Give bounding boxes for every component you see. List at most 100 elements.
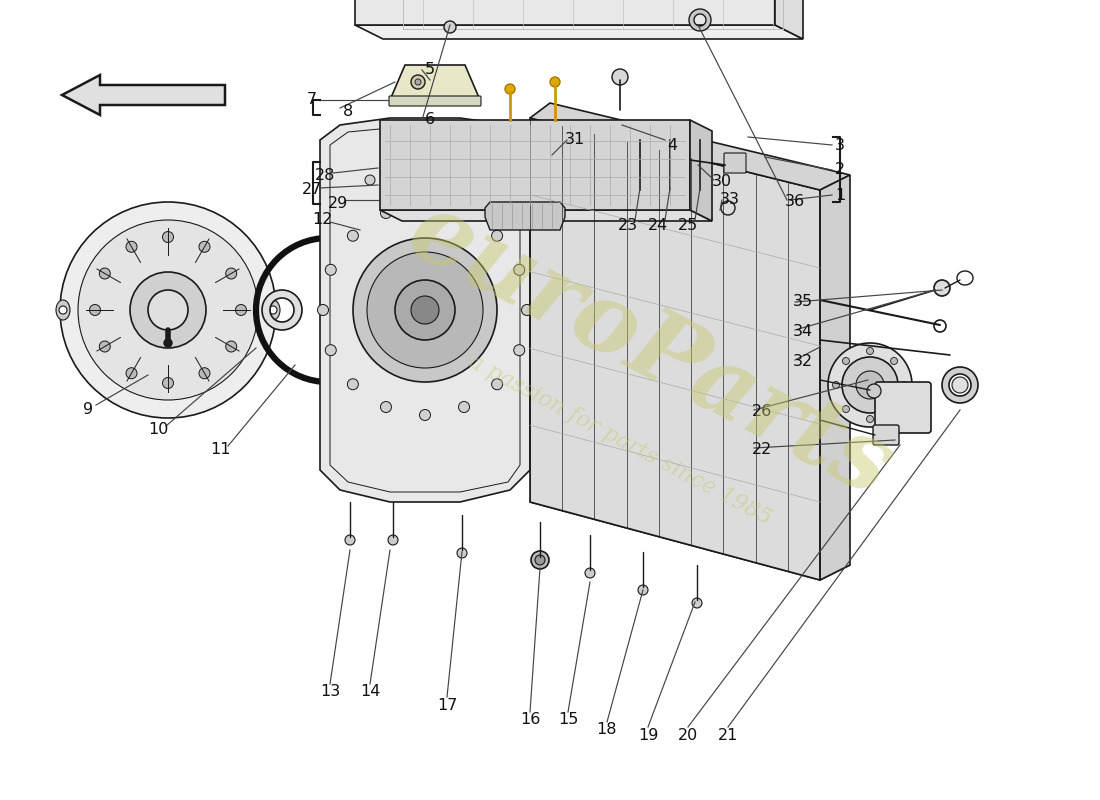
Circle shape xyxy=(388,535,398,545)
Circle shape xyxy=(126,242,138,252)
Circle shape xyxy=(867,347,873,354)
Text: 3: 3 xyxy=(835,138,845,153)
Circle shape xyxy=(459,207,470,218)
FancyBboxPatch shape xyxy=(389,96,481,106)
Circle shape xyxy=(828,343,912,427)
Text: 4: 4 xyxy=(667,138,678,153)
Circle shape xyxy=(638,585,648,595)
Circle shape xyxy=(535,555,544,565)
Polygon shape xyxy=(528,132,580,190)
Text: 32: 32 xyxy=(793,354,813,370)
Circle shape xyxy=(843,358,849,365)
Circle shape xyxy=(456,548,468,558)
Circle shape xyxy=(226,268,236,279)
Circle shape xyxy=(348,378,359,390)
Polygon shape xyxy=(379,120,690,210)
Circle shape xyxy=(419,410,430,421)
Polygon shape xyxy=(485,202,565,230)
Circle shape xyxy=(720,201,735,215)
Text: euroParts: euroParts xyxy=(393,183,908,517)
Text: 2: 2 xyxy=(835,162,845,178)
Circle shape xyxy=(419,199,430,210)
Text: 31: 31 xyxy=(565,133,585,147)
Text: 19: 19 xyxy=(638,727,658,742)
Circle shape xyxy=(78,220,258,400)
Circle shape xyxy=(367,252,483,368)
Text: 29: 29 xyxy=(328,195,348,210)
Circle shape xyxy=(514,264,525,275)
Circle shape xyxy=(381,402,392,413)
Polygon shape xyxy=(530,487,850,580)
Circle shape xyxy=(475,175,485,185)
Text: 24: 24 xyxy=(648,218,668,233)
Text: 7: 7 xyxy=(307,93,317,107)
Text: 21: 21 xyxy=(718,727,738,742)
Circle shape xyxy=(535,555,544,565)
Circle shape xyxy=(692,598,702,608)
Circle shape xyxy=(126,368,138,378)
Text: 11: 11 xyxy=(210,442,230,458)
Circle shape xyxy=(934,280,950,296)
Circle shape xyxy=(891,406,898,413)
Polygon shape xyxy=(390,65,480,100)
Circle shape xyxy=(130,272,206,348)
Ellipse shape xyxy=(56,300,70,320)
Text: 10: 10 xyxy=(147,422,168,438)
Circle shape xyxy=(163,378,174,389)
Text: 15: 15 xyxy=(558,713,579,727)
Polygon shape xyxy=(690,120,712,221)
Text: 13: 13 xyxy=(320,685,340,699)
FancyBboxPatch shape xyxy=(724,153,746,173)
Circle shape xyxy=(531,551,549,569)
Circle shape xyxy=(326,264,337,275)
Circle shape xyxy=(636,131,644,139)
Circle shape xyxy=(696,131,704,139)
Text: 16: 16 xyxy=(520,713,540,727)
Ellipse shape xyxy=(266,300,280,320)
Text: 1: 1 xyxy=(835,187,845,202)
Circle shape xyxy=(505,84,515,94)
Text: 9: 9 xyxy=(82,402,94,418)
Circle shape xyxy=(550,77,560,87)
Text: 18: 18 xyxy=(596,722,617,738)
Circle shape xyxy=(99,268,110,279)
Circle shape xyxy=(89,305,100,315)
Circle shape xyxy=(164,339,172,347)
Circle shape xyxy=(867,384,881,398)
Circle shape xyxy=(420,175,430,185)
Text: 26: 26 xyxy=(752,405,772,419)
Polygon shape xyxy=(355,0,776,25)
Text: 27: 27 xyxy=(301,182,322,198)
Polygon shape xyxy=(530,118,820,580)
Text: 12: 12 xyxy=(311,213,332,227)
Text: 25: 25 xyxy=(678,218,698,233)
Circle shape xyxy=(459,402,470,413)
Circle shape xyxy=(666,131,674,139)
Text: a passion for parts since 1985: a passion for parts since 1985 xyxy=(465,350,776,530)
Circle shape xyxy=(833,382,839,389)
Text: 33: 33 xyxy=(720,193,740,207)
Circle shape xyxy=(521,305,532,315)
Text: 28: 28 xyxy=(315,167,336,182)
Circle shape xyxy=(415,79,421,85)
Circle shape xyxy=(867,415,873,422)
Text: 20: 20 xyxy=(678,727,698,742)
Polygon shape xyxy=(355,25,803,39)
Circle shape xyxy=(348,230,359,242)
Text: 36: 36 xyxy=(785,194,805,210)
Circle shape xyxy=(99,341,110,352)
Text: 5: 5 xyxy=(425,62,436,78)
Circle shape xyxy=(381,207,392,218)
Circle shape xyxy=(952,377,968,393)
Text: 14: 14 xyxy=(360,685,381,699)
Polygon shape xyxy=(776,0,803,39)
Circle shape xyxy=(318,305,329,315)
Circle shape xyxy=(59,306,67,314)
Circle shape xyxy=(148,290,188,330)
Text: 23: 23 xyxy=(618,218,638,233)
Circle shape xyxy=(901,382,908,389)
Circle shape xyxy=(60,202,276,418)
Circle shape xyxy=(843,406,849,413)
Circle shape xyxy=(492,230,503,242)
Circle shape xyxy=(163,231,174,242)
